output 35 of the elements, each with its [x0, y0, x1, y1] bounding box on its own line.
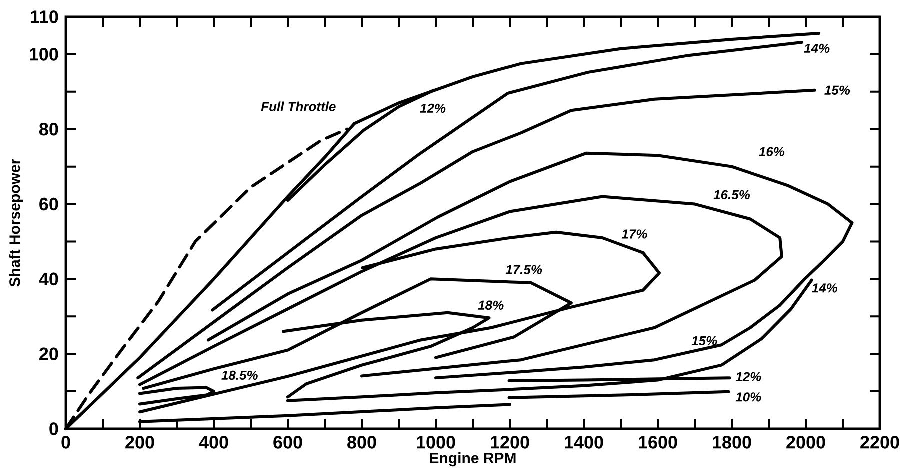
- annotation: 14%: [804, 44, 830, 54]
- annotation: 18%: [478, 300, 504, 310]
- y-axis-title: Shaft Horsepower: [9, 159, 24, 287]
- annotation: 12%: [736, 372, 762, 382]
- x-tick-label: 1000: [417, 436, 456, 449]
- annotation: 10%: [736, 392, 762, 402]
- x-axis-title: Engine RPM: [430, 452, 516, 467]
- annotation: 18.5%: [222, 370, 258, 380]
- y-tick-label: 0: [50, 422, 58, 436]
- annotation: 15%: [824, 86, 850, 95]
- y-tick-label: 60: [40, 198, 58, 211]
- x-tick-label: 1800: [713, 436, 752, 449]
- annotation: 17.5%: [506, 265, 542, 274]
- y-tick-label: 110: [31, 10, 58, 24]
- annotation: 16%: [759, 147, 785, 156]
- x-tick-label: 1600: [639, 436, 678, 449]
- x-tick-label: 400: [199, 436, 228, 449]
- x-tick-label: 1400: [565, 436, 604, 449]
- x-tick-label: 1200: [491, 436, 530, 449]
- x-tick-label: 600: [274, 436, 302, 449]
- x-tick-label: 800: [348, 436, 376, 449]
- y-tick-label: 80: [39, 122, 58, 136]
- annotation: 12%: [420, 104, 446, 113]
- series-label: Full Throttle: [261, 102, 336, 112]
- y-tick-label: 40: [39, 272, 58, 286]
- y-tick-label: 100: [30, 48, 58, 61]
- annotation: 14%: [812, 284, 838, 293]
- annotation: 15%: [692, 336, 718, 346]
- y-tick-label: 20: [40, 348, 58, 360]
- annotation: 17%: [622, 230, 648, 239]
- x-tick-label: 0: [62, 436, 70, 449]
- annotation: 16.5%: [714, 190, 750, 200]
- x-tick-label: 2000: [786, 436, 826, 449]
- x-tick-label: 200: [126, 436, 154, 449]
- x-tick-label: 2200: [860, 436, 900, 449]
